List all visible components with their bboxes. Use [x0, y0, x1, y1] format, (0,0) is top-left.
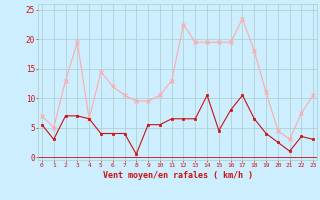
- X-axis label: Vent moyen/en rafales ( km/h ): Vent moyen/en rafales ( km/h ): [103, 171, 252, 180]
